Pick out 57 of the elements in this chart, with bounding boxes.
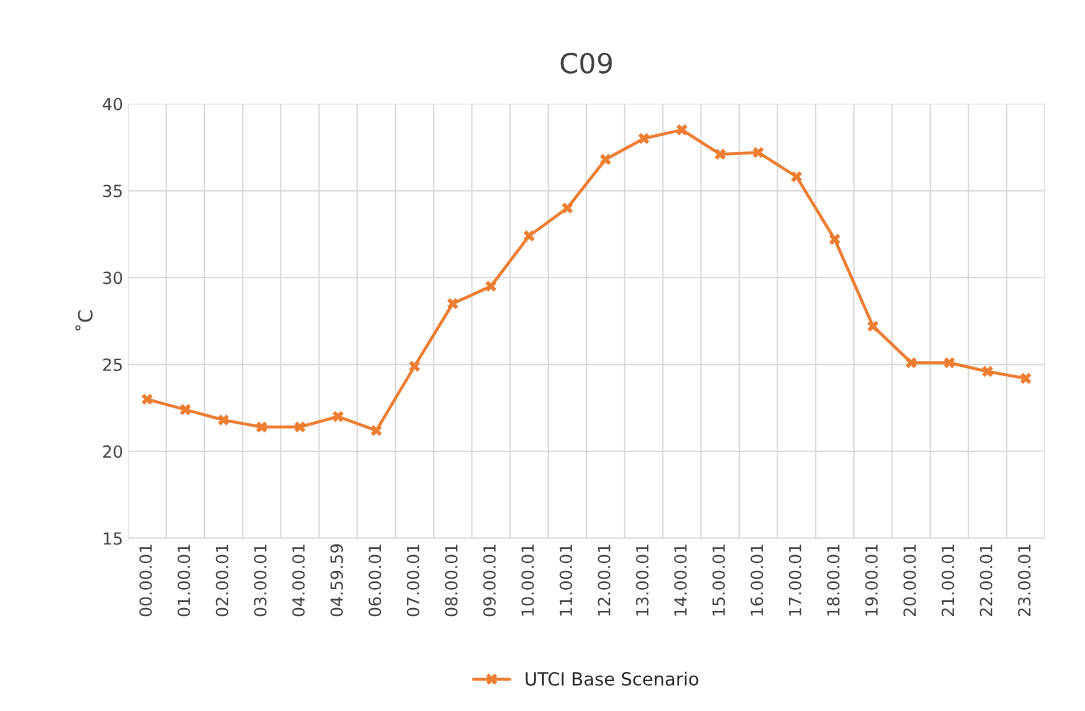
point (217, 414, 230, 426)
x-tick-label: 07.00.01 (406, 544, 420, 617)
x-tick-label: 10.00.01 (521, 544, 534, 616)
point (179, 404, 191, 416)
legend-label: UTCI Base Scenario (525, 671, 699, 686)
x-tick-label: 12.00.01 (597, 544, 611, 616)
x-tick-label: 16.00.01 (750, 544, 764, 616)
point (370, 424, 382, 437)
y-tick-label: 40 (102, 97, 123, 111)
point (141, 393, 153, 405)
point (294, 421, 306, 433)
x-tick-label: 15.00.01 (712, 544, 725, 616)
y-tick-label: 35 (103, 184, 122, 198)
point (256, 421, 268, 433)
point (982, 365, 994, 377)
x-tick-label: 08.00.01 (444, 544, 458, 617)
chart-title: C09 (560, 52, 612, 74)
point (867, 320, 879, 332)
x-tick-label: 04.00.01 (292, 544, 305, 617)
point (905, 357, 917, 369)
x-tick-label: 22.00.01 (979, 544, 993, 617)
point (1020, 372, 1032, 384)
point (332, 411, 344, 423)
point (714, 148, 726, 160)
point (599, 153, 612, 165)
y-tick-label: 15 (103, 532, 122, 545)
x-tick-label: 19.00.01 (865, 544, 878, 616)
x-tick-label: 04.59.59 (330, 544, 343, 617)
x-tick-label: 01.00.01 (177, 544, 191, 617)
point (561, 202, 573, 214)
x-tick-label: 21.00.01 (941, 544, 955, 617)
point (447, 298, 459, 310)
point (790, 171, 803, 183)
x-tick-label: 14.00.01 (674, 544, 687, 616)
x-tick-label: 23.00.01 (1017, 544, 1031, 617)
x-tick-label: 18.00.01 (826, 544, 840, 616)
x-tick-label: 03.00.01 (253, 544, 267, 617)
y-tick-label: 20 (103, 445, 123, 458)
point (676, 124, 688, 136)
y-tick-label: 30 (103, 271, 123, 285)
point (638, 133, 650, 145)
point (485, 280, 497, 292)
y-axis-title: ˚C (75, 310, 93, 331)
x-tick-label: 06.00.01 (368, 544, 382, 617)
y-tick-label: 25 (103, 358, 122, 372)
x-tick-label: 00.00.01 (139, 544, 152, 617)
x-tick-label: 17.00.01 (788, 544, 802, 616)
x-tick-label: 13.00.01 (635, 544, 649, 616)
x-tick-label: 09.00.01 (483, 544, 496, 617)
x-tick-label: 02.00.01 (215, 544, 229, 617)
x-tick-label: 11.00.01 (559, 544, 573, 616)
point (523, 230, 535, 242)
point (829, 233, 841, 245)
point (408, 360, 421, 372)
x-tick-label: 20.00.01 (903, 544, 916, 617)
point (752, 146, 764, 159)
point (943, 357, 955, 369)
